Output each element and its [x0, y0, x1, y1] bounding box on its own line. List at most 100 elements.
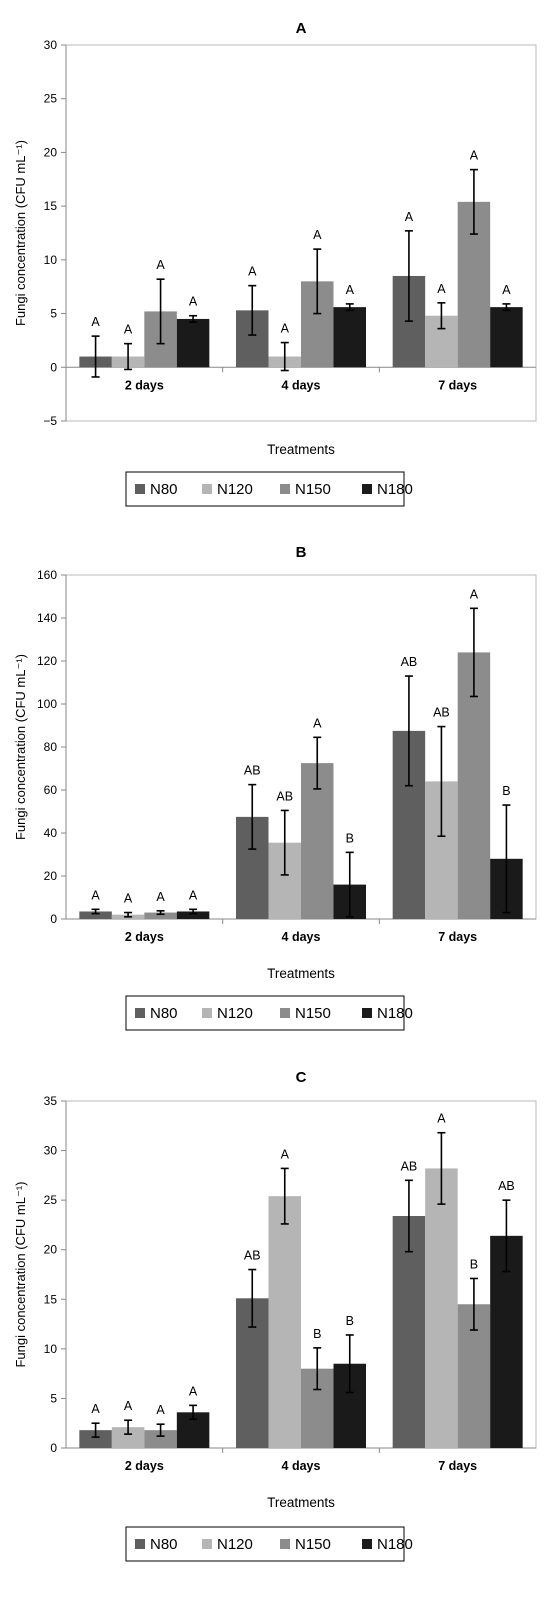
- significance-label: A: [156, 258, 165, 272]
- legend-label-n180: N180: [377, 481, 413, 498]
- y-axis-label: Fungi concentration (CFU mL⁻¹): [13, 654, 28, 840]
- legend-label-n180: N180: [377, 1005, 413, 1022]
- y-tick-label: 5: [50, 307, 57, 321]
- bar-n180-2-days: [176, 318, 210, 368]
- significance-label: B: [346, 1314, 354, 1328]
- chart-panel-c: C 0 5 10 15 20 25 30 35 Fungi concentration (CFU …: [13, 1069, 537, 1562]
- y-tick-label: 10: [44, 1342, 58, 1356]
- y-tick-label: 15: [44, 199, 58, 213]
- y-tick-label: 5: [50, 1391, 57, 1405]
- y-tick-label: 160: [37, 568, 57, 582]
- significance-label: A: [502, 283, 511, 297]
- bar-n80-2-days: [79, 1430, 112, 1448]
- legend-label-n80: N80: [150, 1536, 178, 1553]
- y-tick-label: 25: [44, 92, 58, 106]
- bar-n180-2-days: [176, 911, 210, 919]
- legend-box: [125, 1526, 405, 1562]
- significance-label: AB: [401, 655, 418, 669]
- legend-label-n80: N80: [150, 481, 178, 498]
- bar-n120-2-days: [111, 1427, 145, 1448]
- x-axis-label: Treatments: [267, 1495, 335, 1510]
- legend-label-n150: N150: [295, 1005, 331, 1022]
- y-tick-label: 0: [50, 360, 57, 374]
- significance-label: A: [281, 1147, 290, 1161]
- significance-label: AB: [433, 706, 450, 720]
- legend-swatch-n150: [280, 484, 290, 494]
- y-tick-label: 60: [44, 783, 58, 797]
- y-tick-label: 35: [44, 1094, 58, 1108]
- x-category-label: 7 days: [438, 1459, 477, 1473]
- significance-label: A: [437, 1112, 446, 1126]
- significance-label: A: [313, 228, 322, 242]
- y-tick-label: −5: [43, 414, 57, 428]
- legend-swatch-n150: [280, 1008, 290, 1018]
- x-category-label: 7 days: [438, 930, 477, 944]
- significance-label: A: [124, 892, 133, 906]
- x-category-label: 2 days: [125, 930, 164, 944]
- legend-label-n80: N80: [150, 1005, 178, 1022]
- significance-label: A: [281, 322, 290, 336]
- significance-label: A: [91, 315, 100, 329]
- x-category-label: 7 days: [438, 378, 477, 392]
- legend-box: [125, 471, 405, 507]
- significance-label: A: [437, 282, 446, 296]
- y-tick-label: 20: [44, 145, 58, 159]
- significance-label: A: [124, 323, 133, 337]
- bar-n120-4-days: [268, 1196, 301, 1448]
- legend-swatch-n180: [362, 1008, 372, 1018]
- bar-n80-7-days: [392, 1216, 426, 1448]
- legend-swatch-n80: [135, 1539, 145, 1549]
- significance-label: AB: [401, 1159, 418, 1173]
- legend-label-n120: N120: [217, 1536, 253, 1553]
- x-axis-label: Treatments: [267, 966, 335, 981]
- legend-swatch-n180: [362, 484, 372, 494]
- y-tick-label: 100: [37, 697, 57, 711]
- y-tick-label: 0: [50, 912, 57, 926]
- significance-label: AB: [276, 789, 293, 803]
- significance-label: A: [156, 1403, 165, 1417]
- significance-label: A: [91, 888, 100, 902]
- significance-label: A: [470, 149, 479, 163]
- chart-panel-a: A −5 0 5 10 15 20 25 30 Fungi concentration (CFU …: [13, 20, 537, 507]
- bar-n120-7-days: [425, 1168, 458, 1448]
- bar-n180-4-days: [333, 307, 366, 368]
- bar-n80-2-days: [79, 911, 112, 919]
- x-category-label: 2 days: [125, 378, 164, 392]
- significance-label: B: [346, 831, 354, 845]
- x-axis-label: Treatments: [267, 442, 335, 457]
- significance-label: A: [346, 283, 355, 297]
- significance-label: A: [405, 210, 414, 224]
- significance-label: A: [124, 1399, 133, 1413]
- bar-n150-2-days: [144, 912, 177, 919]
- y-tick-label: 20: [44, 869, 58, 883]
- significance-label: A: [91, 1402, 100, 1416]
- x-category-label: 4 days: [282, 930, 321, 944]
- y-axis-label: Fungi concentration (CFU mL⁻¹): [13, 140, 28, 326]
- legend-swatch-n120: [202, 1539, 212, 1549]
- legend-swatch-n150: [280, 1539, 290, 1549]
- bar-n150-2-days: [144, 1430, 177, 1448]
- chart-title-a: A: [296, 20, 307, 37]
- legend-label-n120: N120: [217, 481, 253, 498]
- significance-label: B: [470, 1257, 478, 1271]
- significance-label: A: [248, 265, 257, 279]
- significance-label: A: [189, 888, 198, 902]
- y-tick-label: 120: [37, 654, 57, 668]
- significance-label: AB: [244, 764, 261, 778]
- y-tick-label: 20: [44, 1243, 58, 1257]
- legend-swatch-n120: [202, 1008, 212, 1018]
- y-axis-label: Fungi concentration (CFU mL⁻¹): [13, 1181, 28, 1367]
- significance-label: A: [156, 890, 165, 904]
- significance-label: A: [189, 295, 198, 309]
- bar-n180-7-days: [490, 307, 523, 368]
- y-tick-label: 25: [44, 1193, 58, 1207]
- x-category-label: 4 days: [282, 378, 321, 392]
- legend-swatch-n120: [202, 484, 212, 494]
- y-tick-label: 30: [44, 1144, 58, 1158]
- y-tick-label: 15: [44, 1292, 58, 1306]
- significance-label: A: [189, 1384, 198, 1398]
- significance-label: B: [502, 784, 510, 798]
- significance-label: AB: [498, 1179, 515, 1193]
- legend-swatch-n80: [135, 484, 145, 494]
